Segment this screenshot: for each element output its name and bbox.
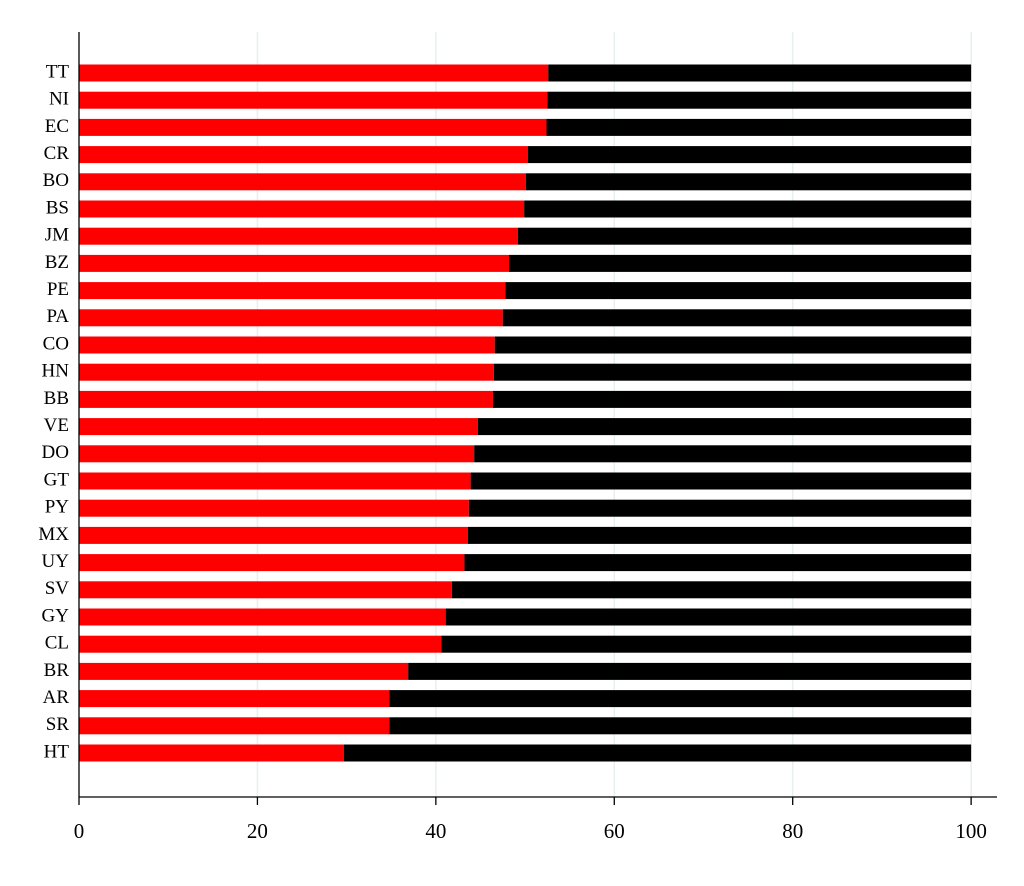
bar-segment: [524, 200, 972, 218]
bar-segment: [79, 418, 478, 436]
x-tick-label: 40: [425, 819, 446, 843]
bar-segment: [79, 227, 518, 245]
category-label: BZ: [45, 252, 69, 273]
bar-segment: [79, 445, 475, 463]
bar-segment: [527, 146, 972, 164]
bar-segment: [343, 744, 972, 762]
bar-segment: [546, 118, 972, 136]
bar-segment: [79, 662, 409, 680]
bar-segment: [477, 418, 972, 436]
bar-segment: [79, 146, 528, 164]
bar-segment: [79, 118, 547, 136]
bar-segment: [492, 390, 972, 408]
category-label: GT: [44, 469, 70, 490]
bar-segment: [509, 254, 972, 272]
category-label: VE: [44, 415, 69, 436]
bar-segment: [451, 581, 972, 599]
bar-segment: [470, 472, 972, 490]
category-label: BO: [43, 170, 69, 191]
category-label: MX: [38, 524, 69, 545]
bar-segment: [525, 173, 972, 191]
bar-segment: [79, 282, 506, 300]
bar-segment: [79, 363, 494, 381]
bar-segment: [79, 526, 468, 544]
category-label: PE: [47, 279, 69, 300]
bar-segment: [389, 717, 972, 735]
bar-segment: [547, 91, 972, 109]
category-label: NI: [49, 89, 69, 110]
bar-segment: [79, 390, 493, 408]
category-label: BR: [44, 660, 70, 681]
bar-segment: [79, 635, 442, 653]
bar-segment: [505, 282, 972, 300]
bar-segment: [502, 309, 972, 327]
bar-segment: [445, 608, 972, 626]
category-label: BB: [44, 388, 69, 409]
bar-segment: [79, 554, 465, 572]
bar-segment: [79, 173, 526, 191]
category-label: CO: [43, 333, 69, 354]
x-tick-label: 80: [782, 819, 803, 843]
bar-segment: [493, 363, 972, 381]
category-label: EC: [45, 116, 69, 137]
category-label: SR: [46, 714, 70, 735]
category-label: BS: [46, 197, 69, 218]
category-label: JM: [45, 225, 69, 246]
bar-segment: [517, 227, 972, 245]
category-label: HN: [42, 361, 70, 382]
x-tick-label: 60: [604, 819, 625, 843]
category-label: UY: [42, 551, 70, 572]
category-label: PA: [46, 306, 69, 327]
bar-segment: [79, 608, 446, 626]
bar-segment: [467, 526, 972, 544]
bar-segment: [79, 472, 471, 490]
bar-segment: [79, 581, 452, 599]
bar-segment: [79, 91, 548, 109]
category-label: HT: [44, 741, 70, 762]
bar-segment: [79, 309, 503, 327]
category-label: CL: [45, 633, 69, 654]
bar-segment: [79, 200, 525, 218]
category-label: SV: [45, 578, 70, 599]
bar-segment: [474, 445, 972, 463]
bar-segment: [79, 499, 469, 517]
x-tick-label: 100: [955, 819, 987, 843]
bar-segment: [408, 662, 972, 680]
bar-segment: [79, 690, 390, 708]
bar-segment: [548, 64, 972, 82]
category-label: AR: [43, 687, 70, 708]
category-label: TT: [46, 61, 70, 82]
bar-segment: [79, 64, 549, 82]
bar-segment: [79, 744, 344, 762]
category-label: PY: [45, 497, 70, 518]
bar-segment: [464, 554, 972, 572]
x-tick-label: 0: [74, 819, 85, 843]
x-tick-label: 20: [247, 819, 268, 843]
bar-segment: [79, 254, 510, 272]
category-label: DO: [42, 442, 69, 463]
bar-segment: [468, 499, 972, 517]
bar-segment: [441, 635, 972, 653]
category-label: CR: [44, 143, 70, 164]
bar-segment: [494, 336, 972, 354]
bar-segment: [79, 336, 495, 354]
bar-segment: [79, 717, 390, 735]
bar-segment: [389, 690, 972, 708]
category-label: GY: [42, 605, 70, 626]
